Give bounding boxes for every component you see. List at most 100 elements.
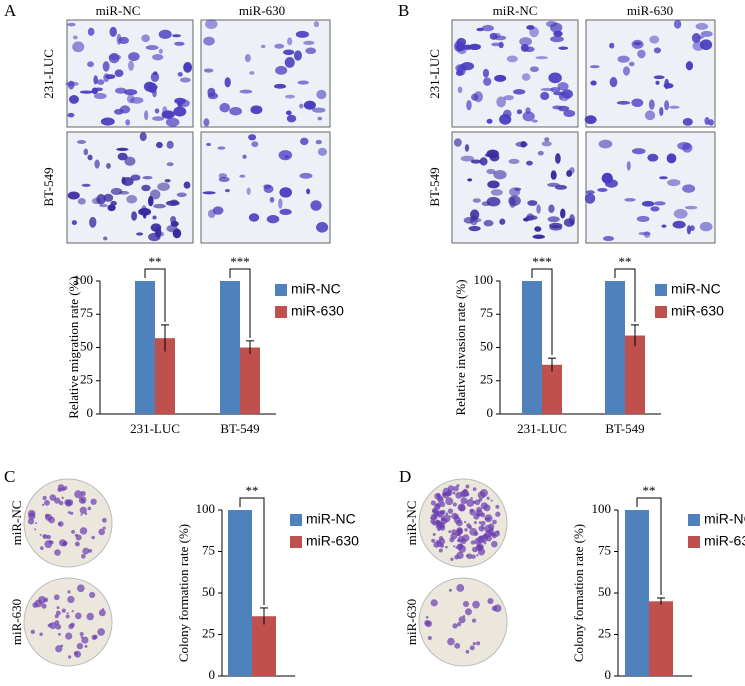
cell: [77, 197, 86, 205]
colony: [54, 614, 59, 619]
significance: **: [619, 254, 632, 269]
cell: [126, 195, 138, 204]
cell: [123, 89, 138, 96]
colony: [436, 522, 443, 529]
colony: [466, 523, 471, 528]
cell: [164, 179, 171, 183]
cell: [152, 215, 157, 220]
cell: [250, 105, 263, 115]
cell: [487, 180, 500, 189]
cell: [224, 188, 230, 193]
colony: [55, 610, 61, 616]
cell: [513, 89, 526, 95]
colony: [41, 603, 47, 609]
colony: [44, 540, 53, 549]
cell: [537, 150, 544, 156]
cell: [486, 168, 496, 175]
cell: [266, 214, 280, 224]
cell: [519, 37, 533, 46]
colony: [64, 499, 71, 506]
colony: [469, 645, 475, 651]
cell: [116, 147, 129, 151]
cell: [682, 184, 696, 193]
colony: [476, 554, 479, 557]
row-label: 231-LUC: [41, 49, 56, 99]
bar: [252, 616, 276, 676]
colony: [458, 616, 466, 624]
cell: [641, 200, 655, 207]
colony: [477, 491, 486, 499]
bar: [155, 338, 175, 414]
y-tick-label: 0: [487, 405, 494, 420]
colony: [430, 513, 438, 521]
row-label: 231-LUC: [427, 49, 442, 99]
cell: [128, 52, 140, 62]
colony: [67, 511, 71, 514]
colony: [464, 608, 472, 616]
cell: [67, 22, 76, 27]
cell: [631, 98, 644, 108]
colony: [97, 628, 105, 636]
colony: [440, 543, 445, 548]
colony: [65, 632, 73, 640]
colony: [438, 548, 443, 553]
cell: [155, 227, 162, 238]
cell: [248, 213, 260, 222]
plate: [23, 478, 113, 568]
cell: [273, 83, 287, 89]
colony: [427, 635, 432, 640]
cell: [547, 216, 560, 223]
cell: [464, 144, 470, 152]
cell: [598, 139, 613, 149]
row-label: BT-549: [41, 167, 56, 206]
colony: [462, 614, 466, 618]
cell: [631, 148, 646, 155]
cell: [99, 204, 108, 208]
colony: [40, 546, 44, 550]
cell: [299, 103, 304, 109]
cell: [467, 178, 473, 182]
y-tick-label: 100: [474, 272, 494, 287]
colony: [465, 492, 470, 497]
cell: [224, 77, 231, 88]
cell: [142, 175, 153, 180]
cell: [131, 211, 138, 221]
colony: [472, 600, 480, 609]
x-tick-label: 231-LUC: [517, 421, 567, 436]
cell: [638, 231, 651, 236]
cell: [161, 110, 175, 119]
cell: [279, 187, 293, 198]
cell: [170, 220, 179, 227]
panel-label: D: [399, 467, 411, 486]
cell: [203, 36, 215, 46]
colony: [447, 637, 455, 646]
colony: [453, 516, 462, 524]
cell: [165, 200, 180, 206]
cell: [128, 60, 135, 71]
colony: [454, 642, 461, 649]
cell: [584, 193, 596, 204]
cell: [490, 189, 503, 196]
colony: [54, 549, 61, 556]
cell: [531, 119, 538, 123]
cell: [520, 43, 529, 52]
cell: [303, 40, 315, 45]
cell: [457, 86, 463, 94]
colony: [440, 517, 448, 525]
cell: [183, 62, 193, 73]
cell: [622, 66, 630, 76]
cell: [118, 190, 130, 195]
cell: [316, 89, 327, 100]
y-tick-label: 75: [480, 305, 493, 320]
colony: [27, 518, 35, 525]
cell: [589, 65, 600, 69]
colony: [447, 508, 454, 514]
y-tick-label: 50: [480, 338, 493, 353]
cell: [453, 138, 462, 147]
colony: [76, 642, 84, 650]
legend-swatch: [275, 284, 287, 296]
cell: [455, 42, 465, 52]
y-axis-label: Relative invasion rate (%): [453, 279, 468, 415]
cell: [664, 100, 670, 111]
cell: [468, 43, 481, 51]
